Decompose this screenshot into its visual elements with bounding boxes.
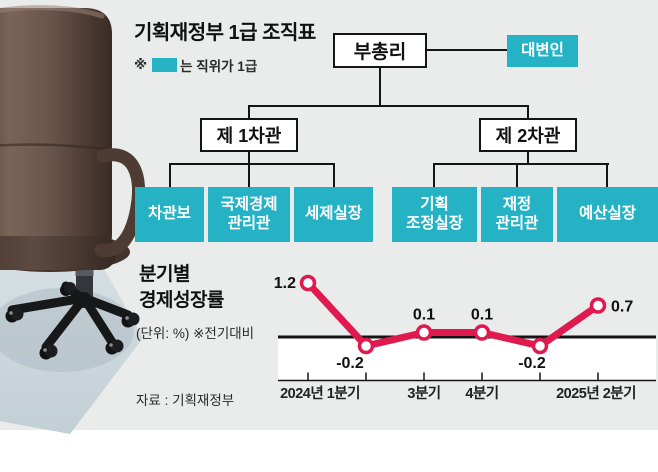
connector-line: [333, 163, 335, 187]
value-label: -0.2: [336, 355, 364, 372]
value-label: 0.1: [471, 307, 493, 324]
x-tick-label: 2025년 2분기: [556, 385, 636, 402]
connector-line: [169, 163, 171, 187]
below-zero-area: [278, 338, 656, 381]
value-labels: 1.2 -0.2 0.1 0.1 -0.2 0.7: [274, 275, 634, 372]
teal-swatch-icon: [152, 58, 178, 72]
org-box-spokesperson: 대변인: [507, 35, 578, 67]
legend-prefix: ※: [134, 57, 148, 72]
series-group: [299, 274, 607, 355]
org-box-fiscal-management: 재정 관리관: [481, 187, 553, 242]
chair-seam: [0, 143, 113, 152]
connector-line: [248, 105, 250, 118]
connector-line: [248, 165, 250, 187]
connector-line: [427, 49, 507, 51]
legend-note: ※ 는 직위가 1급: [134, 55, 257, 75]
growth-line: [305, 280, 601, 350]
chair-top-highlight: [0, 5, 105, 19]
value-label: 0.1: [413, 307, 435, 324]
x-tick-label: 4분기: [465, 385, 498, 402]
org-box-intl-economy: 국제경제 관리관: [208, 187, 290, 242]
org-box-chagwanbo: 차관보: [135, 187, 204, 242]
x-tick-label: 3분기: [407, 385, 440, 402]
data-point-marker: [531, 337, 549, 355]
data-point-marker: [589, 297, 607, 314]
connector-line: [527, 105, 529, 118]
data-point-marker: [473, 324, 491, 341]
unit-note: (단위: %) ※전기대비: [136, 326, 255, 341]
org-box-tax-office: 세제실장: [294, 187, 373, 242]
x-tick-labels: 2024년 1분기 3분기 4분기 2025년 2분기: [280, 385, 636, 402]
connector-line: [606, 163, 608, 187]
value-label: 1.2: [274, 275, 296, 292]
org-box-budget-office: 예산실장: [557, 187, 658, 242]
connector-line: [527, 152, 529, 165]
connector-line: [248, 105, 529, 107]
data-point-marker: [299, 274, 317, 292]
connector-line: [433, 163, 435, 187]
caster-wheels: [5, 282, 140, 360]
value-label: -0.2: [518, 355, 546, 372]
org-box-deputy-pm: 부총리: [333, 33, 427, 68]
source-credit: 자료 : 기획재정부: [136, 393, 235, 408]
connector-line: [516, 165, 518, 187]
connector-line: [169, 163, 335, 165]
data-point-marker: [357, 337, 375, 355]
chair-back: [0, 8, 112, 260]
executive-chair-illustration: [0, 5, 146, 434]
chart-title: 분기별 경제성장률: [139, 264, 224, 311]
connector-line: [433, 163, 609, 165]
data-point-marker: [415, 324, 433, 341]
chair-base: [5, 258, 140, 360]
org-box-vice-minister-2: 제 2차관: [479, 118, 577, 152]
org-chart-title: 기획재정부 1급 조직표: [134, 22, 316, 44]
x-tick-label: 2024년 1분기: [280, 385, 360, 402]
legend-suffix: 는 직위가 1급: [180, 59, 258, 74]
chair-lumbar-cushion: [0, 236, 116, 270]
connector-line: [379, 68, 381, 107]
org-box-vice-minister-1: 제 1차관: [200, 118, 298, 152]
org-box-planning-coord: 기획 조정실장: [392, 187, 477, 242]
value-label: 0.7: [611, 299, 633, 316]
connector-line: [248, 152, 250, 165]
tick-marks: [307, 372, 599, 381]
growth-chart-svg: 1.2 -0.2 0.1 0.1 -0.2 0.7 2024년 1분기 3분기 4분기 2025…: [274, 274, 656, 402]
